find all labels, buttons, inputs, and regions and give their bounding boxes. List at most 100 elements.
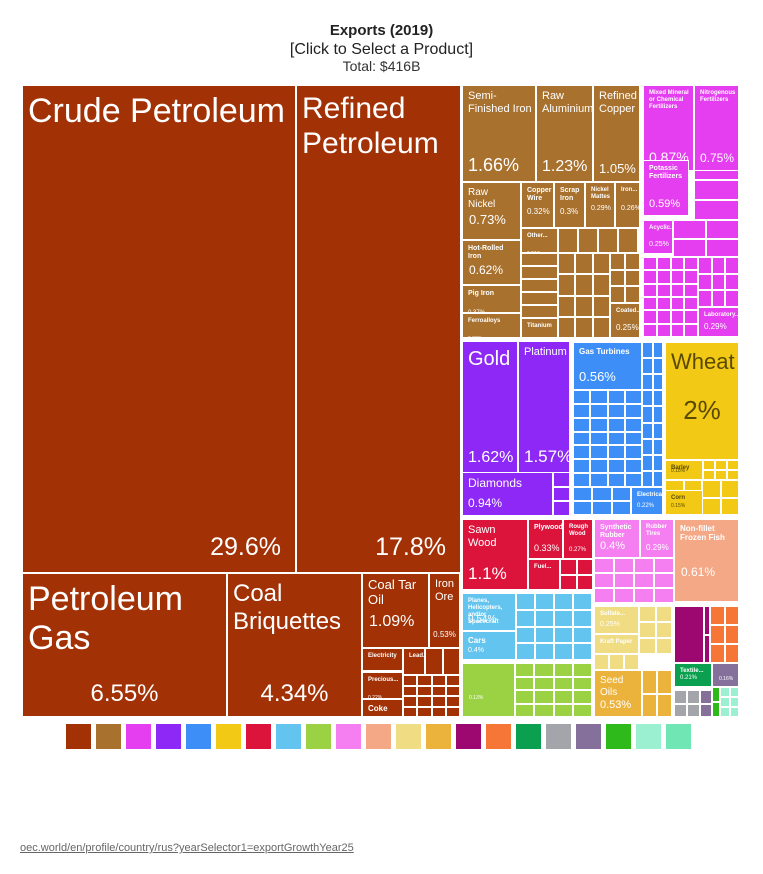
treemap-minor-tile[interactable]: [573, 609, 592, 627]
treemap-minor-tile[interactable]: [727, 470, 739, 480]
treemap-minor-tile[interactable]: [516, 609, 535, 627]
treemap-minor-tile[interactable]: [576, 559, 593, 575]
treemap-minor-tile[interactable]: [715, 470, 727, 480]
treemap-minor-tile[interactable]: [403, 696, 418, 707]
treemap-minor-tile[interactable]: [609, 654, 624, 670]
treemap-minor-tile[interactable]: [614, 588, 634, 603]
treemap-minor-tile[interactable]: [573, 643, 592, 660]
treemap-minor-tile[interactable]: [652, 342, 663, 359]
treemap-minor-tile[interactable]: [698, 257, 712, 274]
treemap-minor-tile[interactable]: [445, 696, 460, 707]
legend-swatch[interactable]: [636, 724, 661, 749]
tile-kraft-paper[interactable]: Kraft Paper: [594, 634, 639, 654]
treemap-minor-tile[interactable]: [575, 274, 593, 296]
treemap-minor-tile[interactable]: [594, 654, 609, 670]
tile-refined-copper[interactable]: Refined Copper 1.05%: [593, 85, 640, 182]
treemap-minor-tile[interactable]: [515, 690, 535, 704]
treemap-minor-tile[interactable]: [553, 501, 570, 516]
treemap-minor-tile[interactable]: [553, 486, 570, 502]
treemap-minor-tile[interactable]: [704, 606, 710, 635]
tile-textile[interactable]: Textile... 0.21%: [674, 663, 712, 687]
tile-nitrogenous-fertilizers[interactable]: Nitrogenous Fertilizers 0.75%: [694, 85, 739, 171]
treemap-minor-tile[interactable]: [425, 648, 443, 675]
treemap-minor-tile[interactable]: [652, 390, 663, 407]
treemap-minor-tile[interactable]: [554, 643, 573, 660]
treemap-minor-tile[interactable]: [534, 663, 554, 677]
treemap-minor-tile[interactable]: [643, 323, 657, 337]
legend-swatch[interactable]: [486, 724, 511, 749]
treemap-minor-tile[interactable]: [553, 472, 570, 487]
tile-coal-briquettes[interactable]: Coal Briquettes 4.34%: [227, 573, 362, 717]
treemap-minor-tile[interactable]: [607, 473, 625, 487]
legend-swatch[interactable]: [426, 724, 451, 749]
treemap-minor-tile[interactable]: [417, 685, 432, 696]
treemap-minor-tile[interactable]: [634, 558, 654, 573]
legend-swatch[interactable]: [126, 724, 151, 749]
tile-coal-tar-oil[interactable]: Coal Tar Oil 1.09%: [362, 573, 429, 648]
treemap-minor-tile[interactable]: [516, 626, 535, 644]
treemap-minor-tile[interactable]: [560, 574, 577, 590]
tile-raw-aluminium[interactable]: Raw Aluminium 1.23%: [536, 85, 593, 182]
treemap-minor-tile[interactable]: [610, 286, 625, 303]
treemap-minor-tile[interactable]: [575, 295, 593, 317]
treemap-minor-tile[interactable]: [684, 270, 698, 284]
treemap-minor-tile[interactable]: [598, 228, 618, 253]
legend-swatch[interactable]: [666, 724, 691, 749]
treemap-minor-tile[interactable]: [610, 253, 625, 270]
treemap-minor-tile[interactable]: [642, 390, 653, 407]
treemap-minor-tile[interactable]: [656, 310, 671, 324]
treemap-minor-tile[interactable]: [516, 643, 535, 660]
treemap-minor-tile[interactable]: [534, 676, 554, 690]
tile-coated[interactable]: Coated... 0.25%: [610, 303, 640, 338]
treemap-minor-tile[interactable]: [535, 643, 554, 660]
treemap-minor-tile[interactable]: [403, 706, 418, 717]
tile-copper-wire[interactable]: Copper Wire 0.32%: [521, 182, 554, 228]
treemap-minor-tile[interactable]: [724, 606, 739, 625]
tile-potassic-fertilizers[interactable]: Potassic Fertilizers 0.59%: [643, 160, 689, 216]
treemap-minor-tile[interactable]: [652, 454, 663, 471]
treemap-minor-tile[interactable]: [639, 638, 656, 654]
tile-planes-helicopters-and-or-spacecraft[interactable]: Planes, Helicopters, and/or Spacecraft 0.…: [462, 593, 516, 631]
tile-acyclic[interactable]: Acyclic... 0.25%: [643, 220, 673, 254]
treemap-minor-tile[interactable]: [576, 574, 593, 590]
treemap-minor-tile[interactable]: [643, 270, 657, 284]
treemap-minor-tile[interactable]: [643, 310, 657, 324]
treemap-minor-tile[interactable]: [534, 703, 554, 717]
treemap-minor-tile[interactable]: [590, 445, 608, 460]
treemap-minor-tile[interactable]: [642, 470, 653, 487]
treemap-minor-tile[interactable]: [624, 417, 642, 432]
treemap-minor-tile[interactable]: [639, 622, 656, 638]
treemap-minor-tile[interactable]: [431, 706, 446, 717]
treemap-minor-tile[interactable]: [684, 297, 698, 311]
treemap-minor-tile[interactable]: [703, 470, 715, 480]
treemap-minor-tile[interactable]: [642, 342, 653, 359]
treemap-minor-tile[interactable]: [729, 687, 739, 697]
treemap-minor-tile[interactable]: [642, 454, 653, 471]
legend-swatch[interactable]: [276, 724, 301, 749]
treemap-minor-tile[interactable]: [554, 626, 573, 644]
tile-barley[interactable]: Barley 0.18%: [665, 460, 703, 480]
tile-sawn-wood[interactable]: Sawn Wood 1.1%: [462, 519, 528, 590]
select-product-link[interactable]: [Click to Select a Product]: [289, 41, 474, 58]
treemap-minor-tile[interactable]: [624, 473, 642, 487]
treemap-minor-tile[interactable]: [624, 459, 642, 474]
tile-seed-oils[interactable]: Seed Oils 0.53%: [594, 670, 642, 717]
treemap-minor-tile[interactable]: [684, 283, 698, 297]
treemap-minor-tile[interactable]: [670, 283, 685, 297]
treemap-minor-tile[interactable]: [590, 403, 608, 418]
treemap-minor-tile[interactable]: [607, 390, 625, 404]
treemap-minor-tile[interactable]: [720, 687, 730, 697]
treemap-minor-tile[interactable]: [634, 588, 654, 603]
treemap-minor-tile[interactable]: [431, 675, 446, 686]
tile-pig-iron[interactable]: Pig Iron 0.37%: [462, 285, 521, 313]
treemap-minor-tile[interactable]: [417, 675, 432, 686]
tile-petroleum-gas[interactable]: Petroleum Gas 6.55%: [22, 573, 227, 717]
treemap-minor-tile[interactable]: [624, 390, 642, 404]
treemap-minor-tile[interactable]: [674, 703, 687, 717]
treemap-minor-tile[interactable]: [643, 257, 657, 271]
treemap-minor-tile[interactable]: [403, 685, 418, 696]
treemap-minor-tile[interactable]: [535, 593, 554, 610]
treemap-minor-tile[interactable]: [558, 253, 576, 275]
treemap-minor-tile[interactable]: [521, 305, 558, 318]
treemap-minor-tile[interactable]: [625, 269, 640, 287]
